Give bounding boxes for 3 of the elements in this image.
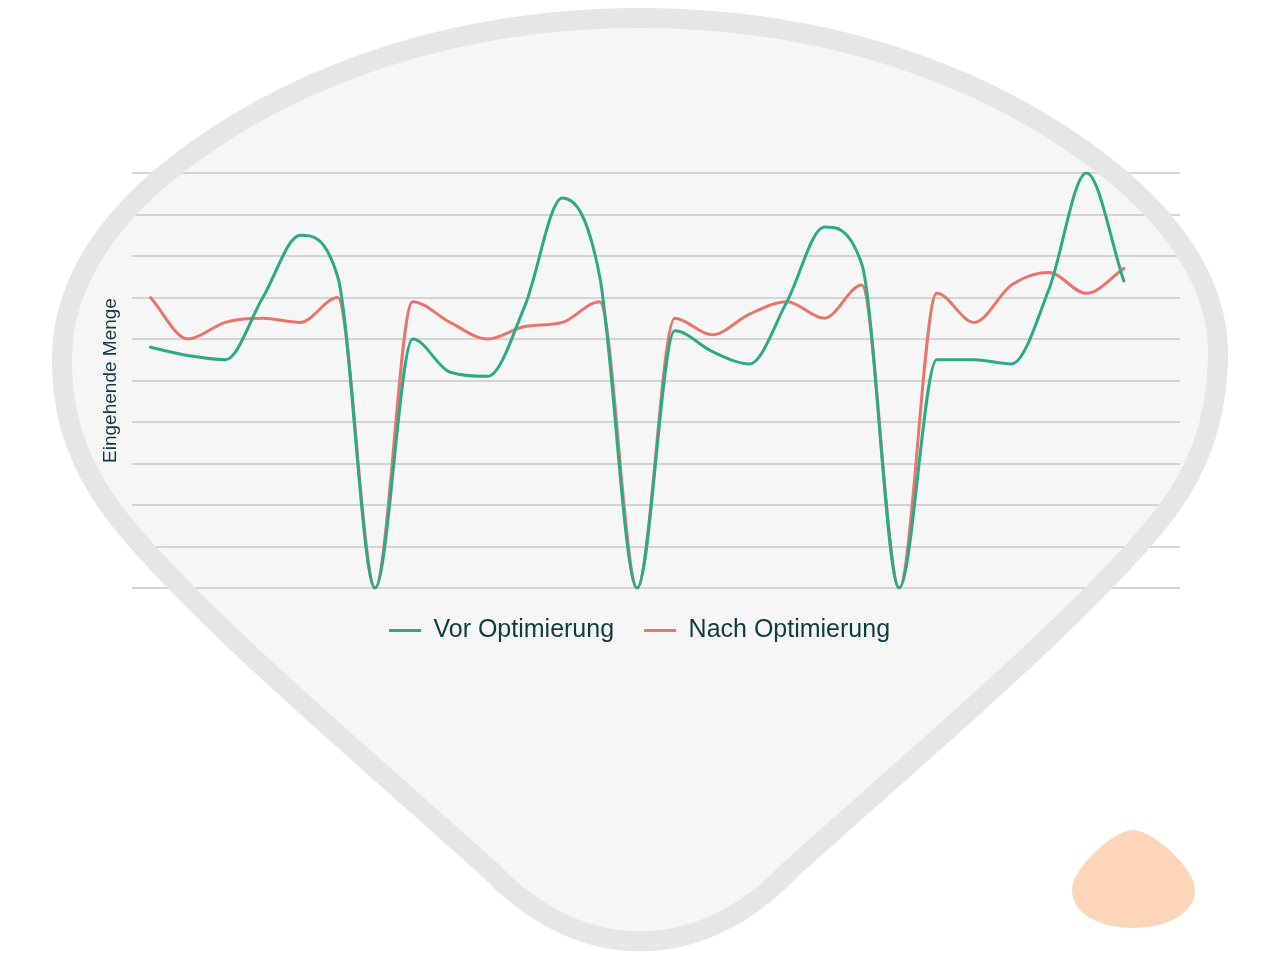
legend-label: Vor Optimierung [433, 614, 615, 643]
y-axis-title: Eingehende Menge [98, 298, 120, 463]
legend-label: Nach Optimierung [688, 614, 891, 643]
